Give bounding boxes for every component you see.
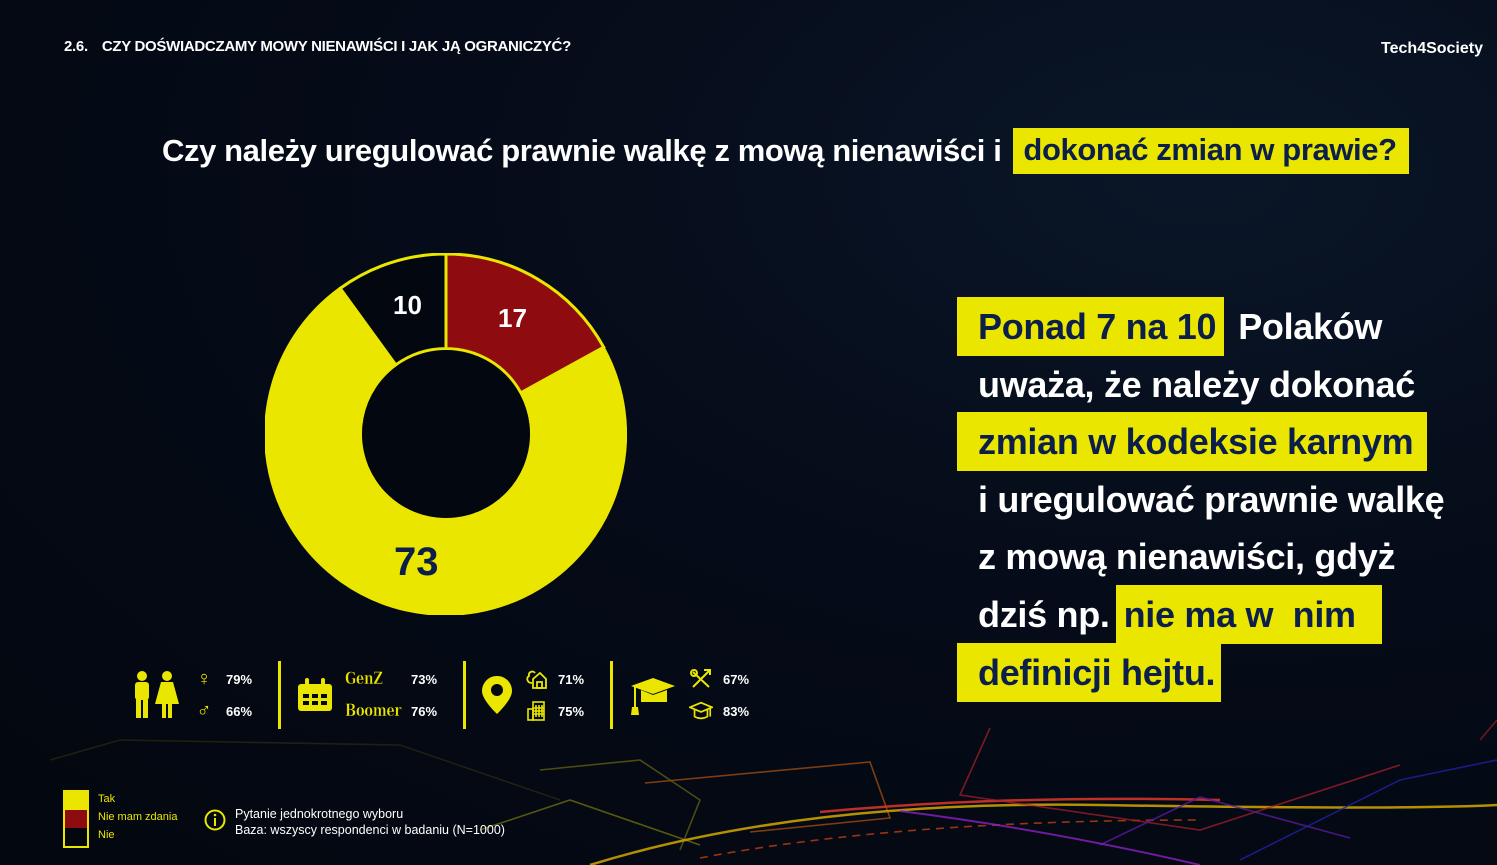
sample-base-note: Baza: wszyscy respondenci w badaniu (N=1… bbox=[235, 823, 505, 837]
insight-line-1: Ponad 7 na 10 Polaków bbox=[957, 297, 1444, 357]
mortarboard-icon bbox=[689, 701, 713, 721]
city-value: 75% bbox=[558, 703, 585, 719]
tools-icon bbox=[689, 669, 713, 689]
calendar-icon bbox=[297, 677, 333, 713]
slice-nie bbox=[338, 253, 448, 367]
boomer-label: Boomer bbox=[345, 701, 402, 722]
slice-label-nie: 10 bbox=[393, 290, 422, 320]
section-number: 2.6. bbox=[64, 38, 88, 55]
legend-swatch-tak bbox=[65, 792, 87, 810]
genz-value: 73% bbox=[411, 671, 438, 687]
insight-line-7: definicji hejtu. bbox=[957, 642, 1444, 702]
legend-label-nie: Nie bbox=[98, 829, 115, 841]
question-highlight: dokonać zmian w prawie? bbox=[1013, 128, 1409, 174]
slice-tak bbox=[265, 286, 627, 615]
village-value: 71% bbox=[558, 671, 585, 687]
vocational-row: 67% bbox=[689, 668, 759, 690]
insight-highlight-ratio: Ponad 7 na 10 bbox=[957, 297, 1225, 357]
insight-text: dziś np. bbox=[978, 593, 1110, 635]
city-row: 75% bbox=[524, 700, 594, 722]
gender-female-row: ♀ 79% bbox=[192, 668, 262, 690]
location-pin-icon bbox=[482, 676, 512, 714]
vocational-value: 67% bbox=[723, 671, 750, 687]
insight-highlight-hate: definicji hejtu. bbox=[957, 642, 1222, 702]
brand-logo-text: Tech4Society bbox=[1381, 40, 1483, 57]
graduation-cap-icon bbox=[629, 674, 677, 716]
question-type-note: Pytanie jednokrotnego wyboru bbox=[235, 807, 404, 821]
legend-swatch-nie-mam-zdania bbox=[65, 810, 87, 828]
demographic-breakdown: ♀ 79% ♂ 66% GenZ 73% Boomer bbox=[130, 660, 759, 730]
genz-row: GenZ 73% bbox=[345, 668, 447, 690]
divider bbox=[610, 661, 613, 729]
legend-label-tak: Tak bbox=[98, 793, 116, 805]
insight-line-3: zmian w kodeksie karnym bbox=[957, 412, 1444, 472]
insight-highlight-code: zmian w kodeksie karnym bbox=[957, 412, 1428, 472]
village-house-icon bbox=[524, 669, 548, 689]
slice-label-nie-mam-zdania: 17 bbox=[498, 303, 527, 333]
divider bbox=[278, 661, 281, 729]
genz-label: GenZ bbox=[345, 669, 383, 690]
survey-question: Czy należy uregulować prawnie walkę z mo… bbox=[162, 122, 1409, 180]
insight-text: i uregulować prawnie walkę bbox=[978, 478, 1445, 520]
village-row: 71% bbox=[524, 668, 594, 690]
gender-male-row: ♂ 66% bbox=[192, 700, 262, 722]
people-icon bbox=[130, 670, 180, 720]
insight-line-2: uważa, że należy dokonać bbox=[957, 356, 1444, 414]
insight-highlight-definition: nie ma w nim bbox=[1115, 585, 1382, 645]
key-insight: Ponad 7 na 10 Polaków uważa, że należy d… bbox=[957, 297, 1445, 702]
location-group: 71% 75% bbox=[482, 660, 594, 730]
slice-nie-mam-zdania bbox=[444, 253, 606, 395]
question-text: Czy należy uregulować prawnie walkę z mo… bbox=[162, 133, 1002, 168]
insight-text: uważa, że należy dokonać bbox=[978, 363, 1415, 405]
insight-text: Polaków bbox=[1238, 306, 1383, 347]
insight-line-6: dziś np. nie ma w nim bbox=[957, 585, 1444, 645]
male-icon: ♂ bbox=[196, 699, 212, 722]
divider bbox=[463, 661, 466, 729]
male-value: 66% bbox=[226, 703, 253, 719]
legend-label-nie-mam-zdania: Nie mam zdania bbox=[98, 811, 178, 823]
methodology-note: Pytanie jednokrotnego wyboru Baza: wszys… bbox=[204, 806, 505, 838]
higher-ed-value: 83% bbox=[723, 703, 750, 719]
generation-group: GenZ 73% Boomer 76% bbox=[297, 660, 447, 730]
donut-chart bbox=[265, 253, 627, 615]
section-title: 2.6. CZY DOŚWIADCZAMY MOWY NIENAWIŚCI I J… bbox=[64, 38, 571, 55]
chart-legend: Tak Nie mam zdania Nie bbox=[63, 790, 177, 848]
insight-line-5: z mową nienawiści, gdyż bbox=[957, 528, 1444, 586]
higher-ed-row: 83% bbox=[689, 700, 759, 722]
gender-group: ♀ 79% ♂ 66% bbox=[130, 660, 262, 730]
female-icon: ♀ bbox=[196, 667, 212, 690]
female-value: 79% bbox=[226, 671, 253, 687]
legend-swatch-nie bbox=[65, 828, 87, 846]
city-building-icon bbox=[524, 701, 548, 721]
boomer-row: Boomer 76% bbox=[345, 700, 447, 722]
section-heading: CZY DOŚWIADCZAMY MOWY NIENAWIŚCI I JAK J… bbox=[101, 38, 571, 55]
insight-text: z mową nienawiści, gdyż bbox=[978, 536, 1396, 578]
info-icon bbox=[204, 809, 226, 836]
slice-label-tak: 73 bbox=[394, 540, 439, 584]
insight-line-4: i uregulować prawnie walkę bbox=[957, 471, 1445, 529]
boomer-value: 76% bbox=[411, 703, 438, 719]
education-group: 67% 83% bbox=[629, 660, 759, 730]
